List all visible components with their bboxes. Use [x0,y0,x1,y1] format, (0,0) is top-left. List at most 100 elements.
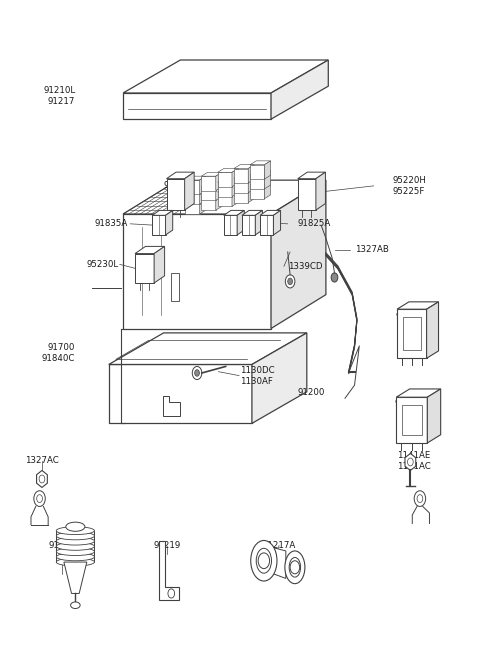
Polygon shape [123,60,328,93]
Circle shape [288,278,292,284]
Polygon shape [109,365,252,423]
Ellipse shape [56,543,95,551]
Polygon shape [202,196,216,210]
Polygon shape [255,210,263,235]
Polygon shape [298,179,316,210]
Ellipse shape [71,602,80,608]
Polygon shape [234,178,248,193]
Polygon shape [260,215,274,235]
Polygon shape [200,176,206,194]
Text: 91280: 91280 [49,541,76,550]
Polygon shape [224,210,244,215]
Polygon shape [152,215,166,235]
Polygon shape [250,171,271,175]
Polygon shape [250,185,264,198]
Polygon shape [274,548,286,578]
Polygon shape [234,175,254,178]
Polygon shape [403,317,421,350]
Circle shape [195,370,199,376]
Polygon shape [232,188,238,206]
Polygon shape [163,396,180,415]
Polygon shape [217,192,232,206]
Polygon shape [252,333,307,423]
Polygon shape [271,180,326,328]
Polygon shape [185,176,206,180]
Polygon shape [36,470,48,487]
Polygon shape [248,175,254,193]
Polygon shape [216,182,222,200]
Text: 95230L: 95230L [86,260,118,269]
Text: 91210L
91217: 91210L 91217 [43,86,75,106]
Polygon shape [427,302,439,358]
Polygon shape [264,181,271,198]
Polygon shape [217,188,238,192]
Polygon shape [217,178,238,182]
Text: 95224C: 95224C [164,181,197,191]
Polygon shape [123,214,271,328]
Polygon shape [274,210,281,235]
Polygon shape [250,175,264,189]
Polygon shape [167,172,194,179]
Polygon shape [232,178,238,196]
Polygon shape [185,196,206,200]
Polygon shape [396,389,441,397]
Text: 91217A: 91217A [263,541,296,550]
Polygon shape [167,179,185,210]
Polygon shape [166,210,173,235]
Text: 1327AC: 1327AC [25,456,59,465]
Ellipse shape [285,551,305,583]
Circle shape [331,273,338,282]
Polygon shape [185,180,200,194]
Polygon shape [250,161,271,165]
Polygon shape [237,210,244,235]
Polygon shape [316,172,325,210]
Text: 91825A: 91825A [297,219,331,229]
Polygon shape [397,309,427,358]
Polygon shape [185,190,200,204]
Polygon shape [202,182,222,186]
Polygon shape [185,172,194,210]
Text: 95220H
95225F: 95220H 95225F [393,176,427,196]
Circle shape [408,458,413,466]
Polygon shape [264,171,271,189]
Text: 1141AE
1141AC: 1141AE 1141AC [397,451,431,470]
Polygon shape [123,180,326,214]
Circle shape [290,560,300,574]
Polygon shape [217,172,232,187]
Text: 91835A: 91835A [95,219,128,229]
Ellipse shape [66,522,85,532]
Polygon shape [64,562,87,593]
Polygon shape [234,185,254,188]
Polygon shape [234,188,248,202]
Polygon shape [202,176,216,191]
Polygon shape [171,273,179,301]
Circle shape [417,495,423,503]
Polygon shape [216,192,222,210]
Polygon shape [135,254,154,283]
Text: 95224H: 95224H [395,399,429,408]
Polygon shape [159,541,179,600]
Polygon shape [250,181,271,185]
Polygon shape [248,185,254,202]
Polygon shape [216,172,222,191]
Polygon shape [242,210,263,215]
Polygon shape [427,389,441,443]
Polygon shape [224,215,237,235]
Circle shape [168,589,175,598]
Polygon shape [185,200,200,214]
Ellipse shape [56,553,95,560]
Polygon shape [109,333,307,365]
Text: 1327AB: 1327AB [355,246,388,254]
Polygon shape [202,192,222,196]
Polygon shape [271,60,328,119]
Circle shape [414,491,426,507]
Polygon shape [242,215,255,235]
Polygon shape [402,405,421,435]
Text: 91200: 91200 [297,388,324,397]
Circle shape [192,367,202,380]
Circle shape [39,475,45,483]
Ellipse shape [56,548,95,556]
Polygon shape [217,182,232,196]
Polygon shape [234,168,248,183]
Polygon shape [56,531,95,562]
